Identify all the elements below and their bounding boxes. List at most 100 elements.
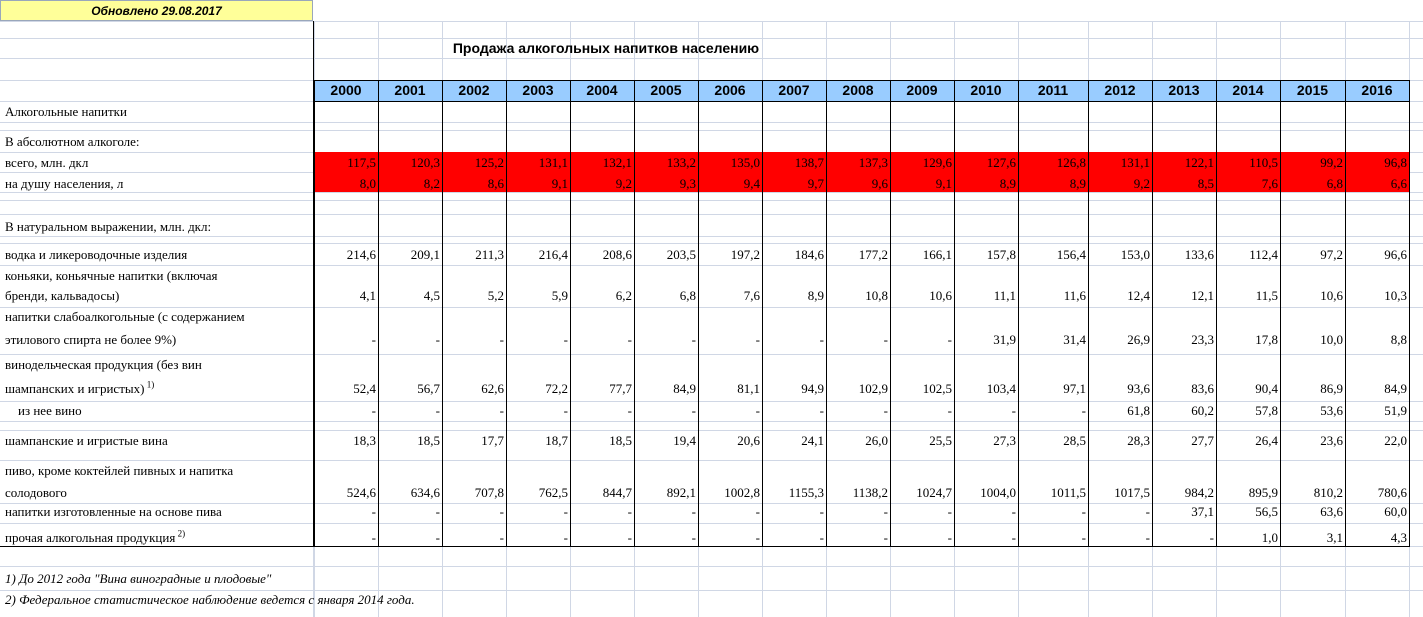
value-cell[interactable]: -	[883, 530, 888, 545]
value-cell[interactable]: -	[691, 332, 696, 347]
footnote-1[interactable]: 1) До 2012 года "Вина виноградные и плод…	[5, 571, 272, 586]
section-label-alcohol[interactable]: Алкогольные напитки	[5, 104, 127, 119]
value-cell[interactable]: 203,5	[666, 247, 696, 262]
value-cell[interactable]: 17,8	[1255, 332, 1278, 347]
value-cell[interactable]: 197,2	[730, 247, 760, 262]
value-cell[interactable]: 8,9	[1069, 176, 1086, 191]
value-cell[interactable]: 77,7	[609, 381, 632, 396]
value-cell[interactable]: 137,3	[858, 155, 888, 170]
value-cell[interactable]: 12,1	[1191, 288, 1214, 303]
value-cell[interactable]: 4,3	[1390, 530, 1407, 545]
value-cell[interactable]: -	[947, 332, 952, 347]
value-cell[interactable]: 102,9	[858, 381, 888, 396]
value-cell[interactable]: 18,7	[545, 433, 568, 448]
value-cell[interactable]: -	[435, 403, 440, 418]
value-cell[interactable]: -	[627, 332, 632, 347]
value-cell[interactable]: 57,8	[1255, 403, 1278, 418]
value-cell[interactable]: 8,9	[807, 288, 824, 303]
value-cell[interactable]: 127,6	[986, 155, 1016, 170]
year-header-cell[interactable]: 2009	[906, 82, 938, 98]
value-cell[interactable]: 5,2	[487, 288, 504, 303]
value-cell[interactable]: 8,2	[423, 176, 440, 191]
value-cell[interactable]: -	[627, 530, 632, 545]
value-cell[interactable]: 112,4	[1249, 247, 1278, 262]
value-cell[interactable]: 37,1	[1191, 504, 1214, 519]
value-cell[interactable]: -	[883, 403, 888, 418]
value-cell[interactable]: -	[819, 332, 824, 347]
row-label-beer-based[interactable]: напитки изготовленные на основе пива	[5, 504, 222, 519]
value-cell[interactable]: 8,6	[487, 176, 504, 191]
value-cell[interactable]: 11,1	[993, 288, 1016, 303]
value-cell[interactable]: 780,6	[1377, 485, 1407, 500]
value-cell[interactable]: 8,0	[359, 176, 376, 191]
value-cell[interactable]: -	[1011, 403, 1016, 418]
value-cell[interactable]: -	[627, 403, 632, 418]
value-cell[interactable]: 18,5	[417, 433, 440, 448]
row-label-low-alcohol[interactable]: напитки слабоалкогольные (с содержанием	[5, 309, 245, 324]
value-cell[interactable]: -	[755, 403, 760, 418]
value-cell[interactable]: 102,5	[922, 381, 952, 396]
value-cell[interactable]: 18,3	[353, 433, 376, 448]
value-cell[interactable]: 214,6	[346, 247, 376, 262]
value-cell[interactable]: 122,1	[1184, 155, 1214, 170]
value-cell[interactable]: 17,7	[481, 433, 504, 448]
value-cell[interactable]: -	[435, 332, 440, 347]
value-cell[interactable]: 216,4	[538, 247, 568, 262]
year-header-cell[interactable]: 2008	[842, 82, 874, 98]
value-cell[interactable]: 72,2	[545, 381, 568, 396]
year-header-cell[interactable]: 2010	[970, 82, 1002, 98]
value-cell[interactable]: 27,7	[1191, 433, 1214, 448]
value-cell[interactable]: 25,5	[929, 433, 952, 448]
value-cell[interactable]: 51,9	[1384, 403, 1407, 418]
section-label-natural[interactable]: В натуральном выражении, млн. дкл:	[5, 219, 212, 234]
value-cell[interactable]: -	[947, 504, 952, 519]
value-cell[interactable]: 156,4	[1056, 247, 1086, 262]
value-cell[interactable]: -	[563, 332, 568, 347]
value-cell[interactable]: 129,6	[922, 155, 952, 170]
value-cell[interactable]: -	[563, 504, 568, 519]
value-cell[interactable]: -	[499, 332, 504, 347]
year-header-cell[interactable]: 2001	[394, 82, 426, 98]
value-cell[interactable]: 97,1	[1063, 381, 1086, 396]
value-cell[interactable]: -	[371, 504, 376, 519]
value-cell[interactable]: -	[1145, 530, 1150, 545]
year-header-cell[interactable]: 2016	[1361, 82, 1393, 98]
year-header-cell[interactable]: 2007	[778, 82, 810, 98]
value-cell[interactable]: 1017,5	[1114, 485, 1150, 500]
value-cell[interactable]: 19,4	[673, 433, 696, 448]
value-cell[interactable]: 117,5	[347, 155, 376, 170]
value-cell[interactable]: 3,1	[1326, 530, 1343, 545]
year-header-cell[interactable]: 2014	[1232, 82, 1264, 98]
value-cell[interactable]: 166,1	[922, 247, 952, 262]
value-cell[interactable]: 110,5	[1249, 155, 1278, 170]
value-cell[interactable]: 1155,3	[788, 485, 824, 500]
value-cell[interactable]: 52,4	[353, 381, 376, 396]
value-cell[interactable]: 184,6	[794, 247, 824, 262]
row-label-vodka[interactable]: водка и ликероводочные изделия	[5, 247, 188, 262]
value-cell[interactable]: 133,2	[666, 155, 696, 170]
value-cell[interactable]: 24,1	[801, 433, 824, 448]
value-cell[interactable]: 9,1	[551, 176, 568, 191]
value-cell[interactable]: 20,6	[737, 433, 760, 448]
value-cell[interactable]: 9,3	[679, 176, 696, 191]
value-cell[interactable]: 103,4	[986, 381, 1016, 396]
value-cell[interactable]: -	[691, 403, 696, 418]
value-cell[interactable]: -	[563, 530, 568, 545]
value-cell[interactable]: 209,1	[410, 247, 440, 262]
value-cell[interactable]: -	[435, 530, 440, 545]
value-cell[interactable]: -	[563, 403, 568, 418]
value-cell[interactable]: 86,9	[1320, 381, 1343, 396]
value-cell[interactable]: 157,8	[986, 247, 1016, 262]
row-label-low-alcohol[interactable]: этилового спирта не более 9%)	[5, 332, 177, 347]
value-cell[interactable]: 11,5	[1255, 288, 1278, 303]
value-cell[interactable]: 10,6	[1320, 288, 1343, 303]
value-cell[interactable]: 90,4	[1255, 381, 1278, 396]
value-cell[interactable]: 97,2	[1320, 247, 1343, 262]
year-header-cell[interactable]: 2000	[330, 82, 362, 98]
value-cell[interactable]: 132,1	[602, 155, 632, 170]
value-cell[interactable]: 4,1	[359, 288, 376, 303]
value-cell[interactable]: 1,0	[1261, 530, 1278, 545]
updated-cell[interactable]: Обновлено 29.08.2017	[0, 0, 313, 21]
value-cell[interactable]: 153,0	[1120, 247, 1150, 262]
